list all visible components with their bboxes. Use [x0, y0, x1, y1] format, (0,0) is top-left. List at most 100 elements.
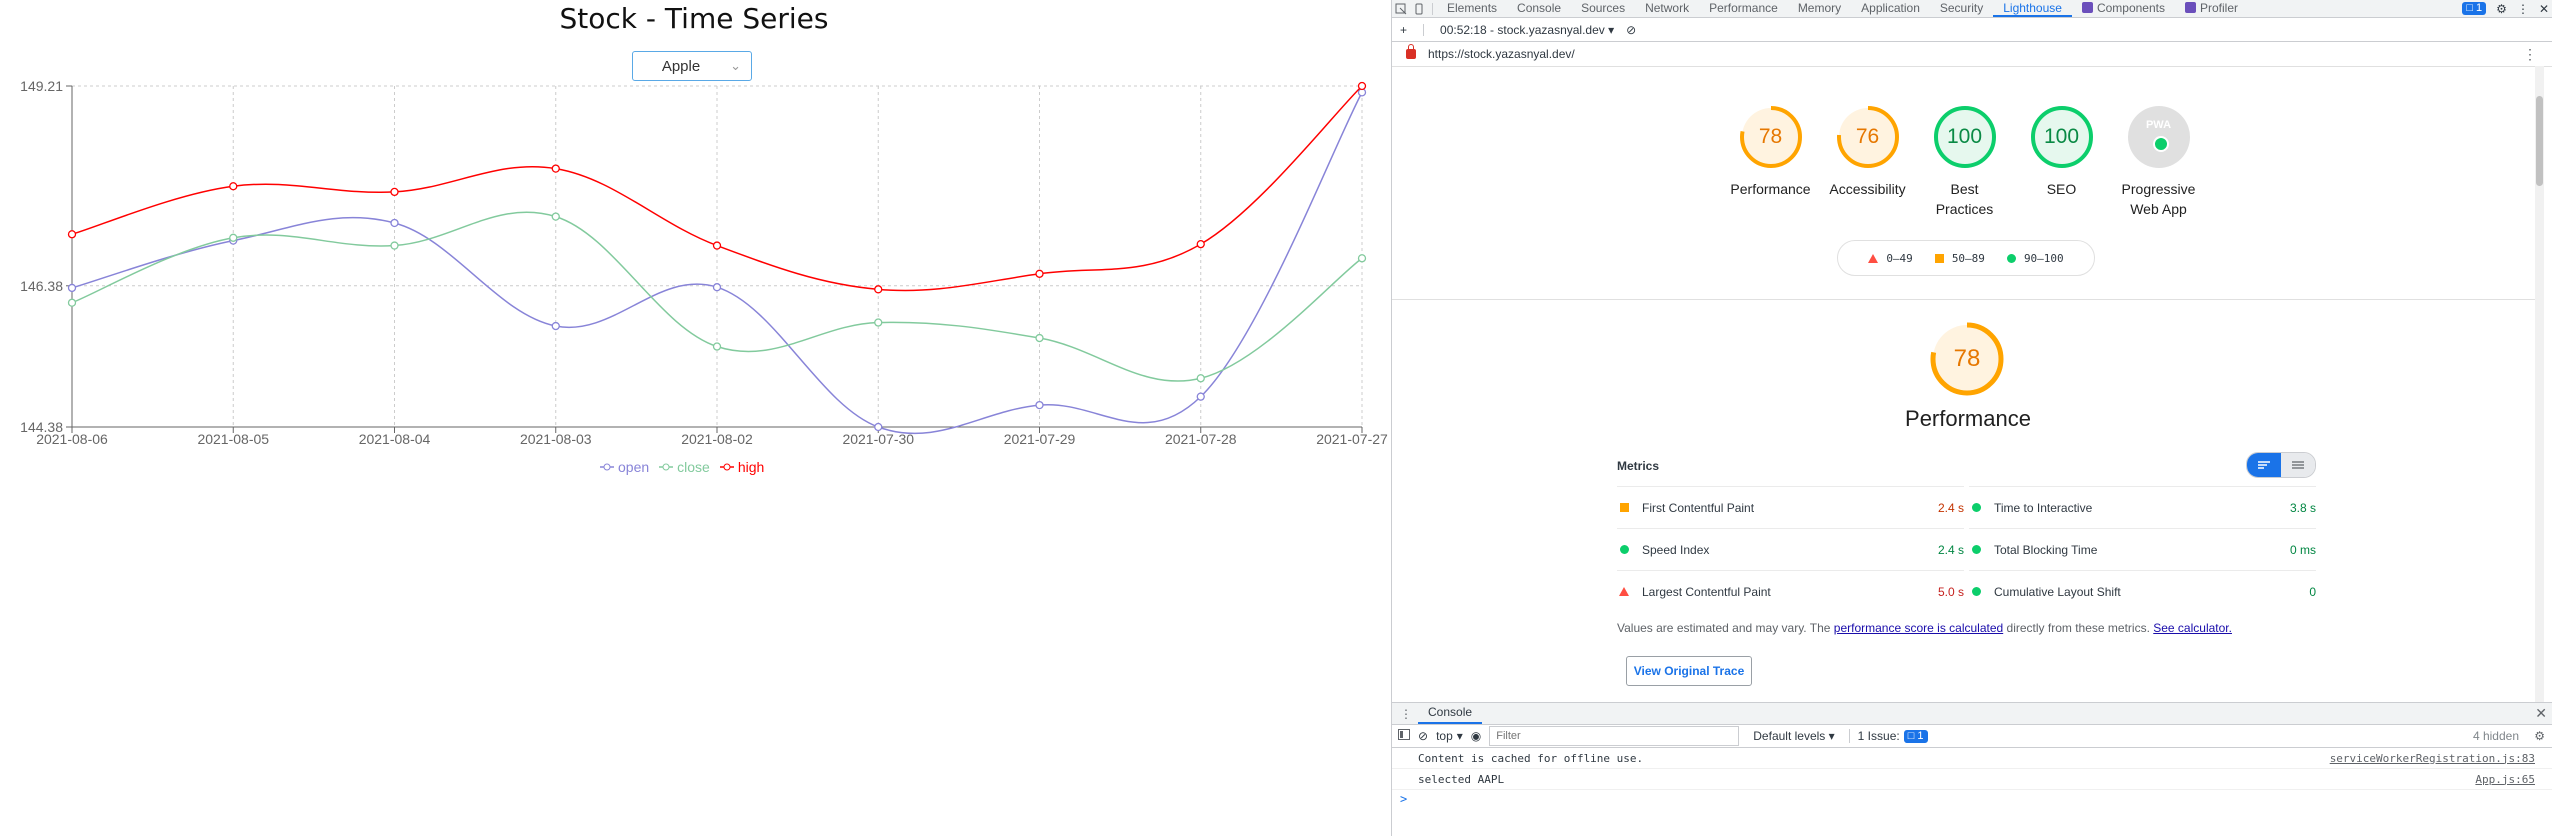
- inspect-icon[interactable]: [1392, 1, 1410, 17]
- data-point-close[interactable]: [1196, 374, 1205, 383]
- console-message-source-link[interactable]: serviceWorkerRegistration.js:83: [2329, 751, 2535, 765]
- tab-network[interactable]: Network: [1635, 0, 1699, 17]
- data-point-high[interactable]: [67, 230, 77, 239]
- score-calculated-link[interactable]: performance score is calculated: [1833, 621, 2004, 635]
- eye-icon[interactable]: ◉: [1470, 729, 1482, 743]
- tab-components[interactable]: Components: [2072, 0, 2175, 17]
- console-prompt[interactable]: >: [1400, 792, 1408, 806]
- context-selector[interactable]: top ▾: [1436, 729, 1463, 743]
- expanded-view-icon[interactable]: [2281, 453, 2315, 477]
- legend-item-high[interactable]: high: [719, 459, 764, 475]
- data-point-high[interactable]: [874, 285, 883, 294]
- data-point-high[interactable]: [390, 187, 399, 197]
- console-filter-input[interactable]: [1489, 726, 1740, 746]
- clear-icon[interactable]: ⊘: [1626, 22, 1637, 37]
- performance-gauge-ring: [1930, 322, 2004, 396]
- data-point-high[interactable]: [229, 182, 238, 191]
- gauge-progressive-web-app[interactable]: PWA Progressive Web App: [2110, 104, 2207, 219]
- report-scrollbar[interactable]: [2535, 66, 2544, 702]
- tab-sources[interactable]: Sources: [1571, 0, 1635, 17]
- stock-app: Stock - Time Series Apple ⌄ 144.38 146.38…: [20, 2, 1389, 475]
- clear-console-icon[interactable]: ⊘: [1418, 729, 1429, 743]
- metric-status-icon: [1619, 545, 1629, 554]
- metric-status-icon: [1971, 503, 1981, 512]
- gear-icon[interactable]: ⚙: [2496, 1, 2507, 16]
- data-point-high[interactable]: [551, 164, 560, 173]
- data-point-close[interactable]: [67, 298, 77, 307]
- tab-label: Components: [2096, 1, 2165, 15]
- score-scale-legend: 0–49 50–89 90–100: [1837, 240, 2095, 276]
- data-point-close[interactable]: [1035, 333, 1044, 343]
- gauge-best-practices[interactable]: 100 Best Practices: [1916, 104, 2013, 219]
- issues-badge[interactable]: □ 1: [2462, 2, 2487, 15]
- tab-lighthouse[interactable]: Lighthouse: [1993, 0, 2072, 17]
- devtools-tabbar: Elements Console Sources Network Performance…: [1392, 0, 2552, 18]
- gauge-seo[interactable]: 100 SEO: [2013, 104, 2110, 219]
- tab-console[interactable]: Console: [1507, 0, 1571, 17]
- gear-icon[interactable]: ⚙: [2534, 729, 2545, 743]
- data-point-open[interactable]: [67, 283, 77, 293]
- compact-view-icon[interactable]: [2247, 453, 2281, 477]
- gauge-performance[interactable]: 78 Performance: [1722, 104, 1819, 219]
- legend-item-open[interactable]: open: [600, 459, 649, 475]
- more-options-icon[interactable]: ⋮: [2516, 1, 2529, 16]
- metric-label: Speed Index: [1642, 542, 1710, 557]
- tab-memory[interactable]: Memory: [1788, 0, 1851, 17]
- tab-profiler[interactable]: Profiler: [2175, 0, 2248, 17]
- add-report-icon[interactable]: +: [1400, 22, 1408, 37]
- tab-elements[interactable]: Elements: [1437, 0, 1507, 17]
- metric-row: Time to Interactive 3.8 s: [1969, 486, 2316, 528]
- issues-counter[interactable]: 1 Issue: □ 1: [1848, 729, 1928, 743]
- data-point-open[interactable]: [390, 218, 399, 228]
- tab-security[interactable]: Security: [1930, 0, 1993, 17]
- more-options-icon[interactable]: ⋮: [2523, 46, 2537, 62]
- tab-label: Network: [1645, 1, 1690, 15]
- tab-label: Security: [1939, 1, 1984, 15]
- data-point-close[interactable]: [874, 318, 883, 327]
- sidebar-toggle-icon[interactable]: [1398, 729, 1410, 743]
- data-point-open[interactable]: [551, 321, 560, 331]
- data-point-high[interactable]: [712, 241, 722, 250]
- metrics-view-toggle[interactable]: [2246, 452, 2316, 478]
- data-point-close[interactable]: [1357, 254, 1367, 263]
- data-point-open[interactable]: [1196, 392, 1205, 401]
- data-point-open[interactable]: [1035, 400, 1044, 410]
- close-icon[interactable]: ✕: [2538, 1, 2549, 16]
- metric-row: Largest Contentful Paint 5.0 s: [1617, 570, 1964, 612]
- data-point-close[interactable]: [551, 212, 560, 221]
- legend-item-close[interactable]: close: [659, 459, 710, 475]
- device-toolbar-icon[interactable]: [1410, 1, 1428, 17]
- tab-console[interactable]: Console: [1418, 703, 1483, 724]
- divider: [1392, 299, 2544, 300]
- devtools-toolbar-right: □ 1 ⚙ ⋮ ✕: [2462, 0, 2549, 17]
- tab-performance[interactable]: Performance: [1699, 0, 1788, 17]
- gauge-accessibility[interactable]: 76 Accessibility: [1819, 104, 1916, 219]
- issues-count: 1: [1917, 729, 1924, 742]
- metric-value: 2.4 s: [1937, 542, 1964, 557]
- tab-application[interactable]: Application: [1851, 0, 1930, 17]
- see-calculator-link[interactable]: See calculator.: [2153, 621, 2232, 635]
- console-message-source-link[interactable]: App.js:65: [2475, 772, 2535, 786]
- report-selector[interactable]: 00:52:18 - stock.yazasnyal.dev ▾: [1440, 22, 1615, 37]
- lock-icon: [1406, 44, 1416, 59]
- data-point-close[interactable]: [390, 241, 399, 250]
- view-original-trace-button[interactable]: View Original Trace: [1626, 656, 1752, 686]
- metrics-title: Metrics: [1617, 459, 1660, 473]
- lighthouse-report: 78 Performance 76 Accessibility 100 Best Prac…: [1392, 66, 2544, 702]
- drawer-menu-icon[interactable]: ⋮: [1400, 706, 1412, 721]
- log-levels-dropdown[interactable]: Default levels ▾: [1753, 729, 1835, 743]
- data-point-open[interactable]: [712, 283, 722, 292]
- scrollbar-thumb[interactable]: [2536, 96, 2543, 186]
- data-point-close[interactable]: [229, 233, 238, 242]
- console-log-list: Content is cached for offline use. servic…: [1392, 748, 2552, 790]
- data-point-high[interactable]: [1196, 239, 1205, 249]
- gauge-ring: 100: [1932, 104, 1998, 170]
- report-url[interactable]: https://stock.yazasnyal.dev/: [1428, 47, 1575, 61]
- data-point-high[interactable]: [1357, 81, 1367, 91]
- data-point-open[interactable]: [874, 422, 883, 432]
- stock-select[interactable]: Apple ⌄: [632, 51, 752, 81]
- close-icon[interactable]: ✕: [2535, 705, 2547, 721]
- data-point-close[interactable]: [712, 342, 722, 351]
- divider: [1423, 23, 1425, 36]
- data-point-high[interactable]: [1035, 269, 1044, 278]
